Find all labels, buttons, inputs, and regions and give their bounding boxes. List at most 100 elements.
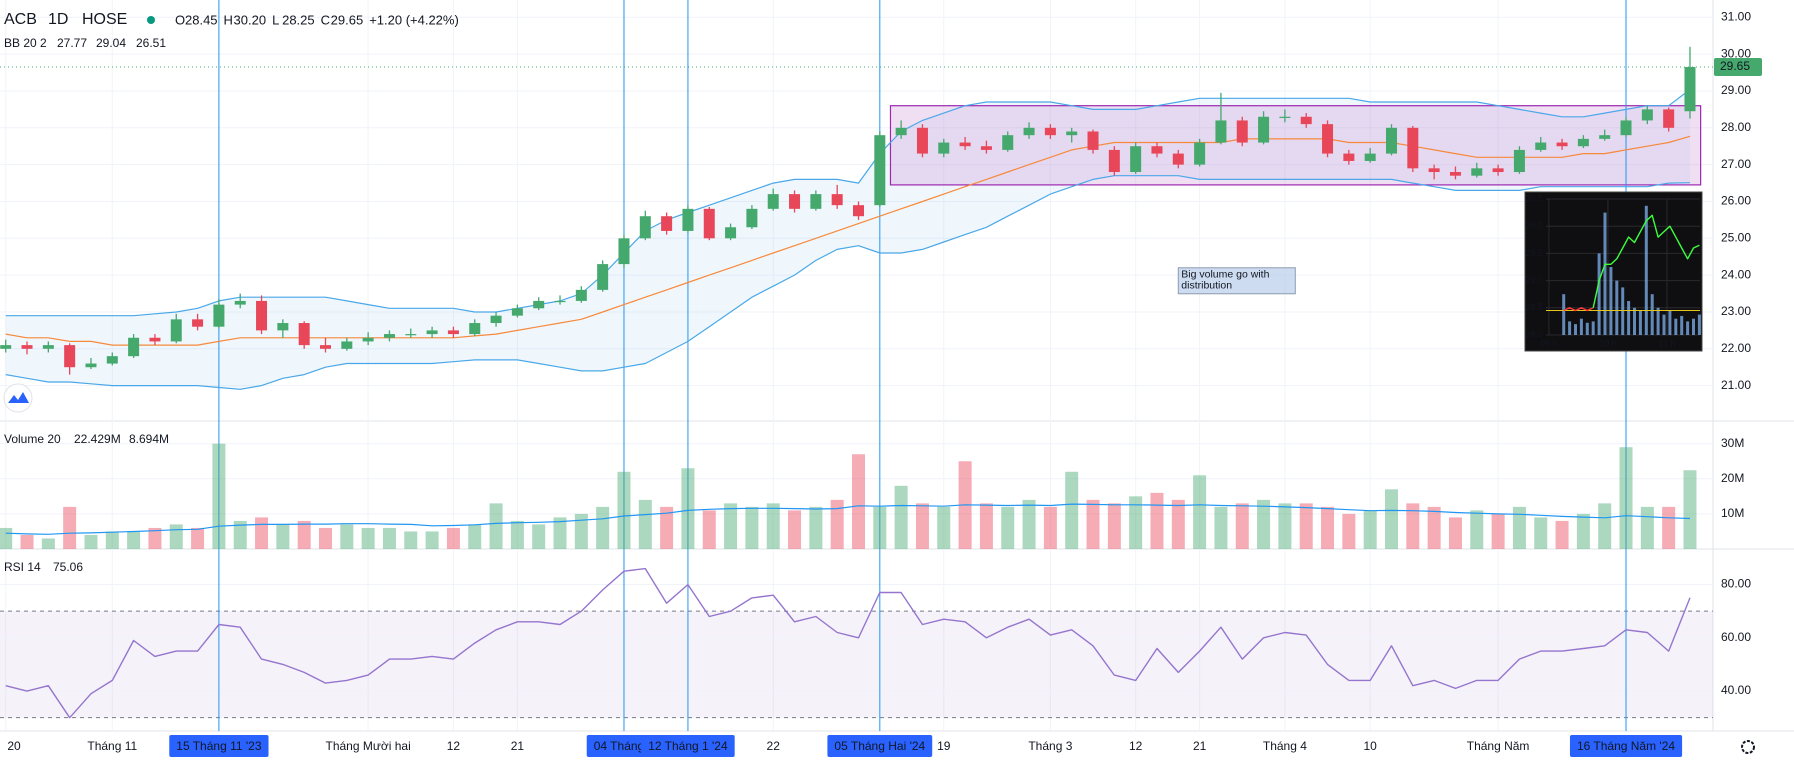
market-status: [147, 16, 155, 24]
volume-bar: [1512, 506, 1526, 549]
candle-body: [1663, 109, 1675, 128]
volume-bar: [1363, 510, 1377, 549]
rsi-title: RSI 14: [4, 560, 41, 574]
bb-title: BB 20 2: [4, 36, 47, 50]
logo-mark: [8, 392, 29, 403]
candle-body: [618, 238, 630, 265]
marker-label: 12 Tháng 1 '24: [648, 739, 728, 753]
y-tick-label: 28.00: [1721, 120, 1751, 134]
volume-bar: [1086, 499, 1100, 549]
volume-bar: [233, 520, 247, 549]
y-tick-label: 21.00: [1721, 378, 1751, 392]
rsi-tick-label: 80.00: [1721, 577, 1751, 591]
volume-bar: [809, 506, 823, 549]
exchange: HOSE: [82, 11, 127, 28]
candle-body: [1407, 127, 1419, 169]
candle-body: [661, 216, 673, 231]
last-price-label: 29.65: [1720, 59, 1750, 73]
volume-ma-value: 8.694M: [129, 432, 169, 446]
annotation-text: distribution: [1181, 280, 1232, 292]
candle-body: [0, 345, 12, 349]
candle-body: [746, 208, 758, 228]
volume-bar: [63, 506, 77, 549]
settings-icon[interactable]: [1741, 740, 1755, 754]
x-tick-label: 12: [447, 739, 461, 753]
inset-volume-bar: [1633, 307, 1637, 335]
volume-bar: [1470, 510, 1484, 549]
inset-volume-bar: [1591, 321, 1595, 335]
volume-bar: [1683, 470, 1697, 549]
candle-body: [1044, 127, 1056, 136]
logo[interactable]: [3, 383, 33, 413]
volume-bar: [1555, 520, 1569, 549]
volume-bar: [894, 485, 908, 549]
rsi-band-fill: [0, 611, 1713, 718]
candle-body: [320, 345, 331, 349]
candle-body: [1599, 135, 1611, 139]
candle-body: [1641, 109, 1653, 121]
volume-bar: [382, 527, 396, 549]
bb-lower: [5, 175, 1691, 390]
candle-body: [213, 304, 225, 327]
candle-body: [1428, 168, 1440, 173]
volume-bar: [1619, 447, 1633, 549]
volume-ma: [5, 503, 1691, 535]
volume-bar: [468, 524, 482, 549]
x-tick-label: 21: [1193, 739, 1207, 753]
candle-body: [1513, 149, 1525, 173]
candle-body: [490, 315, 502, 324]
volume-bar: [638, 499, 652, 549]
volume-bar: [169, 524, 183, 549]
candle-body: [874, 135, 886, 206]
volume-bar: [20, 534, 34, 549]
inset-volume-bar: [1638, 310, 1642, 335]
candle-body: [1364, 153, 1376, 161]
candle-body: [511, 308, 523, 316]
inset-volume-bar: [1627, 301, 1631, 335]
candle-body: [1386, 127, 1397, 154]
inset-volume-bar: [1562, 294, 1566, 335]
volume-bar: [702, 510, 716, 549]
candle-body: [1108, 149, 1120, 173]
candle-body: [426, 330, 438, 335]
x-tick-label: 21: [511, 739, 525, 753]
inset-volume-bar: [1574, 324, 1578, 335]
candle-body: [1620, 120, 1632, 136]
candle-body: [1194, 142, 1206, 165]
inset-volume-bar: [1674, 318, 1678, 335]
candle-body: [1215, 120, 1227, 143]
volume-bar: [1171, 499, 1185, 549]
inset-volume-bar: [1609, 267, 1613, 335]
bb-fill: [5, 89, 1691, 390]
volume-bar: [425, 531, 439, 549]
volume-bar: [191, 527, 205, 549]
volume-bar: [297, 520, 311, 549]
candle-body: [639, 216, 651, 239]
candle-body: [192, 319, 204, 327]
volume-tick-label: 20M: [1721, 471, 1744, 485]
inset-volume-bar: [1579, 318, 1583, 335]
candle-body: [447, 330, 459, 335]
inset-y-tick-label: 30.5: [1525, 193, 1543, 203]
volume-bar: [41, 538, 55, 549]
candle-body: [277, 323, 289, 331]
volume-bar: [660, 506, 674, 549]
inset-volume-bar: [1568, 321, 1572, 335]
volume-bar: [1576, 513, 1590, 549]
volume-bar: [532, 524, 546, 549]
candle-body: [980, 146, 992, 150]
x-tick-label: 19: [937, 739, 951, 753]
volume-bar: [1385, 489, 1398, 549]
x-tick-label: 20: [7, 739, 21, 753]
candle-body: [1684, 67, 1696, 112]
bb-basis-value: 27.77: [57, 36, 87, 50]
volume-bar: [1321, 506, 1335, 549]
volume-bar: [830, 499, 844, 549]
y-tick-label: 31.00: [1721, 9, 1751, 23]
marker-label-box: [827, 735, 933, 757]
candle-body: [703, 208, 715, 239]
volume-bar: [1299, 503, 1313, 549]
candle-body: [554, 300, 566, 303]
